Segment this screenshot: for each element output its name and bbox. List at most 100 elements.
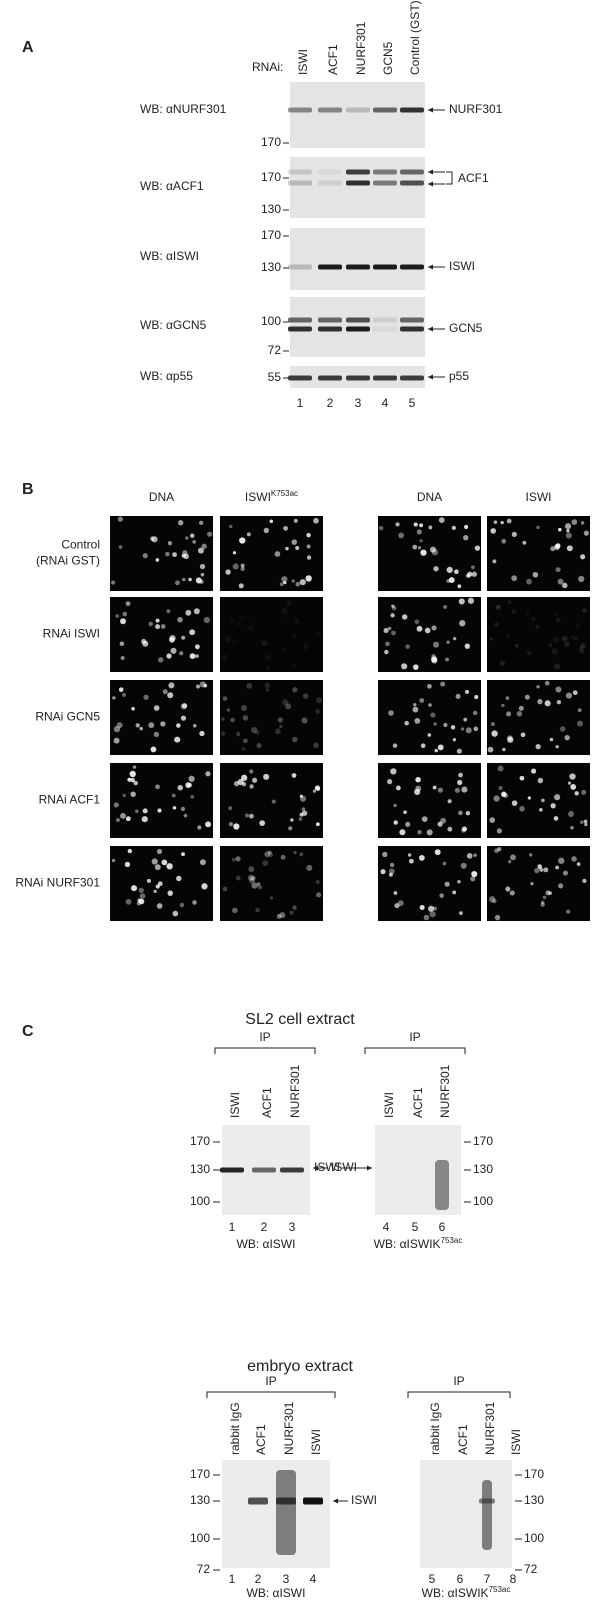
nucleus bbox=[501, 791, 507, 798]
band bbox=[373, 317, 397, 323]
nucleus bbox=[157, 808, 162, 813]
nucleus bbox=[531, 768, 537, 774]
extract-title: embryo extract bbox=[247, 1358, 353, 1375]
nucleus bbox=[519, 775, 525, 781]
nucleus bbox=[511, 575, 518, 582]
nucleus bbox=[537, 777, 544, 784]
nucleus bbox=[289, 910, 294, 915]
nucleus bbox=[540, 900, 545, 905]
nucleus bbox=[268, 852, 274, 858]
nucleus bbox=[221, 653, 228, 660]
nucleus bbox=[190, 533, 195, 538]
nucleus bbox=[565, 532, 572, 539]
nucleus bbox=[286, 613, 290, 617]
nucleus bbox=[419, 698, 425, 703]
nucleus bbox=[566, 545, 573, 552]
nucleus bbox=[110, 580, 116, 585]
nucleus bbox=[545, 680, 550, 686]
nucleus bbox=[255, 907, 260, 913]
nucleus bbox=[434, 849, 441, 856]
nucleus bbox=[306, 544, 311, 549]
nucleus bbox=[558, 883, 564, 889]
nucleus bbox=[387, 626, 392, 631]
nucleus bbox=[111, 858, 116, 863]
nucleus bbox=[180, 715, 187, 721]
band bbox=[288, 180, 312, 186]
lane-number: 3 bbox=[289, 1220, 296, 1234]
target-label: p55 bbox=[449, 369, 469, 383]
nucleus bbox=[415, 776, 421, 783]
nucleus bbox=[116, 818, 120, 822]
lane-number: 4 bbox=[382, 396, 389, 410]
nucleus bbox=[507, 735, 513, 742]
nucleus bbox=[192, 723, 197, 728]
nucleus bbox=[429, 546, 436, 553]
nucleus bbox=[535, 744, 541, 750]
nucleus bbox=[464, 643, 471, 649]
nucleus bbox=[583, 530, 589, 536]
band bbox=[373, 264, 397, 270]
nucleus bbox=[195, 654, 199, 659]
nucleus bbox=[516, 711, 523, 717]
nucleus bbox=[281, 576, 288, 583]
nucleus bbox=[235, 856, 241, 862]
nucleus bbox=[160, 624, 166, 629]
nucleus bbox=[267, 850, 272, 855]
band bbox=[288, 317, 312, 323]
nucleus bbox=[536, 525, 540, 530]
micrograph bbox=[378, 680, 481, 755]
nucleus bbox=[448, 577, 455, 583]
size-marker: 130 bbox=[524, 1493, 544, 1507]
nucleus bbox=[524, 694, 530, 700]
nucleus bbox=[233, 780, 240, 787]
size-marker: 170 bbox=[190, 1467, 210, 1481]
nucleus bbox=[426, 829, 433, 836]
nucleus bbox=[200, 572, 205, 577]
nucleus bbox=[277, 664, 281, 668]
nucleus bbox=[167, 541, 173, 546]
nucleus bbox=[564, 641, 570, 648]
nucleus bbox=[203, 683, 208, 688]
arrow-head bbox=[313, 1165, 318, 1171]
nucleus bbox=[189, 653, 196, 659]
wb-label-sup: 753ac bbox=[441, 1236, 463, 1245]
nucleus bbox=[251, 726, 258, 734]
micrograph bbox=[110, 680, 213, 755]
ip-label: IP bbox=[259, 1030, 270, 1044]
nucleus bbox=[301, 807, 306, 811]
nucleus bbox=[445, 657, 449, 662]
nucleus bbox=[439, 893, 444, 898]
lane-label: ISWI bbox=[296, 49, 310, 75]
nucleus bbox=[466, 852, 473, 859]
nucleus bbox=[464, 524, 469, 530]
nucleus bbox=[274, 551, 281, 557]
nucleus bbox=[564, 734, 570, 741]
nucleus bbox=[180, 806, 185, 811]
nucleus bbox=[459, 911, 463, 915]
nucleus bbox=[135, 723, 140, 728]
lane-label: ACF1 bbox=[260, 1087, 274, 1118]
nucleus bbox=[570, 825, 574, 830]
nucleus bbox=[412, 706, 419, 713]
nucleus bbox=[492, 559, 497, 564]
nucleus bbox=[240, 614, 245, 619]
nucleus bbox=[537, 699, 543, 705]
lane-number: 2 bbox=[255, 1572, 262, 1586]
nucleus bbox=[299, 812, 304, 817]
smear bbox=[276, 1470, 296, 1555]
nucleus bbox=[243, 738, 248, 743]
nucleus bbox=[570, 784, 577, 790]
band bbox=[303, 1497, 323, 1505]
nucleus bbox=[470, 876, 476, 882]
antibody-label: WB: αACF1 bbox=[140, 179, 204, 193]
blot bbox=[420, 1460, 512, 1568]
nucleus bbox=[129, 770, 136, 778]
nucleus bbox=[562, 582, 568, 589]
nucleus bbox=[282, 699, 289, 706]
nucleus bbox=[541, 798, 545, 803]
nucleus bbox=[384, 649, 389, 655]
nucleus bbox=[457, 779, 463, 786]
lane-number: 3 bbox=[355, 396, 362, 410]
ip-label: IP bbox=[265, 1374, 276, 1388]
nucleus bbox=[518, 705, 524, 711]
